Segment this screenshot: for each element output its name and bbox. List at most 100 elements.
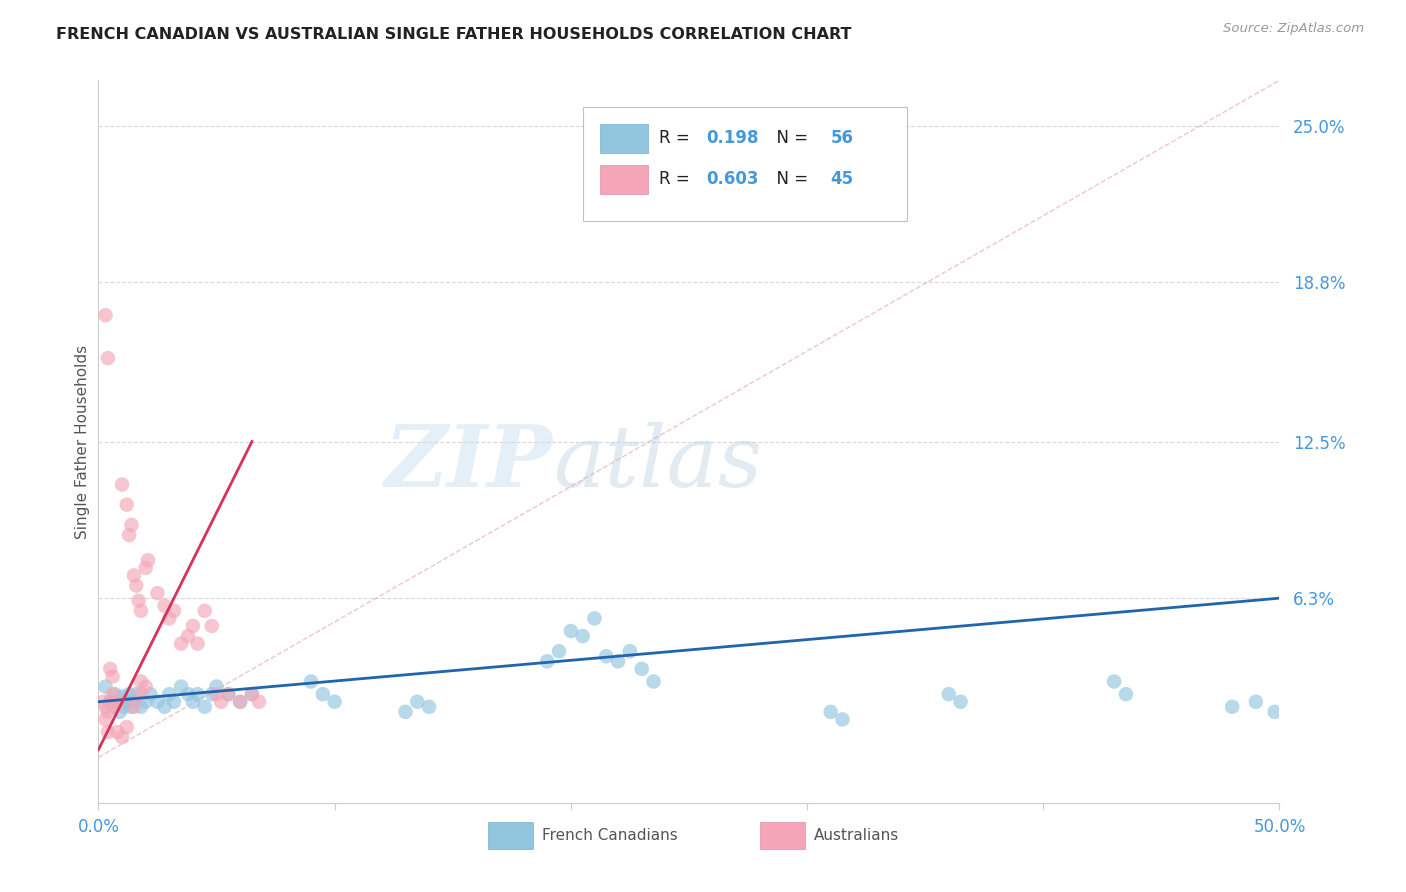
Text: 56: 56	[831, 129, 853, 147]
Point	[115, 498, 138, 512]
Bar	[488, 822, 533, 849]
Point	[1244, 695, 1267, 709]
Point	[129, 674, 152, 689]
Point	[240, 687, 263, 701]
Point	[101, 687, 124, 701]
Point	[125, 578, 148, 592]
Text: 45: 45	[831, 170, 853, 188]
Point	[98, 695, 121, 709]
Point	[94, 699, 117, 714]
Point	[170, 680, 193, 694]
Text: N =: N =	[766, 170, 813, 188]
Point	[112, 699, 135, 714]
Point	[949, 695, 972, 709]
Point	[820, 705, 842, 719]
Point	[247, 695, 270, 709]
Text: 0.603: 0.603	[707, 170, 759, 188]
Point	[121, 517, 143, 532]
Point	[125, 687, 148, 701]
Text: Source: ZipAtlas.com: Source: ZipAtlas.com	[1223, 22, 1364, 36]
Point	[115, 695, 138, 709]
Point	[105, 695, 128, 709]
Point	[217, 687, 239, 701]
Point	[118, 528, 141, 542]
Point	[121, 699, 143, 714]
Point	[97, 725, 120, 739]
Point	[118, 687, 141, 701]
Point	[229, 695, 252, 709]
Text: FRENCH CANADIAN VS AUSTRALIAN SINGLE FATHER HOUSEHOLDS CORRELATION CHART: FRENCH CANADIAN VS AUSTRALIAN SINGLE FAT…	[56, 27, 852, 42]
Point	[91, 695, 114, 709]
Point	[938, 687, 960, 701]
Point	[1264, 705, 1286, 719]
Point	[157, 611, 180, 625]
Point	[1115, 687, 1137, 701]
Text: atlas: atlas	[553, 422, 762, 505]
Point	[128, 593, 150, 607]
Point	[194, 604, 217, 618]
Point	[406, 695, 429, 709]
Bar	[600, 165, 648, 194]
Point	[129, 699, 152, 714]
Point	[98, 662, 121, 676]
Point	[217, 687, 239, 701]
Text: ZIP: ZIP	[385, 421, 553, 505]
Point	[394, 705, 416, 719]
Point	[153, 699, 176, 714]
Point	[94, 308, 117, 322]
Point	[201, 619, 224, 633]
Point	[312, 687, 335, 701]
Text: 0.198: 0.198	[707, 129, 759, 147]
Point	[97, 705, 120, 719]
Point	[139, 687, 162, 701]
Point	[205, 687, 228, 701]
Point	[101, 699, 124, 714]
FancyBboxPatch shape	[582, 107, 907, 221]
Point	[104, 699, 127, 714]
Point	[1220, 699, 1243, 714]
Y-axis label: Single Father Households: Single Father Households	[75, 344, 90, 539]
Point	[536, 654, 558, 668]
Point	[115, 720, 138, 734]
Text: 50.0%: 50.0%	[1253, 818, 1306, 836]
Point	[229, 695, 252, 709]
Point	[105, 695, 128, 709]
Point	[187, 687, 209, 701]
Point	[157, 687, 180, 701]
Point	[181, 695, 204, 709]
Point	[177, 629, 200, 643]
Point	[643, 674, 665, 689]
Bar	[600, 124, 648, 153]
Point	[98, 695, 121, 709]
Text: 0.0%: 0.0%	[77, 818, 120, 836]
Point	[177, 687, 200, 701]
Text: French Canadians: French Canadians	[543, 828, 678, 843]
Point	[101, 669, 124, 683]
Point	[122, 568, 145, 582]
Point	[560, 624, 582, 638]
Bar	[759, 822, 804, 849]
Point	[135, 680, 157, 694]
Point	[170, 637, 193, 651]
Point	[831, 713, 853, 727]
Point	[583, 611, 606, 625]
Point	[129, 604, 152, 618]
Text: Australians: Australians	[814, 828, 900, 843]
Point	[146, 586, 169, 600]
Point	[136, 553, 159, 567]
Point	[772, 174, 794, 188]
Point	[122, 695, 145, 709]
Point	[105, 725, 128, 739]
Point	[607, 654, 630, 668]
Point	[135, 695, 157, 709]
Point	[187, 637, 209, 651]
Point	[104, 687, 127, 701]
Point	[595, 649, 617, 664]
Point	[209, 695, 232, 709]
Point	[181, 619, 204, 633]
Point	[111, 690, 134, 704]
Point	[146, 695, 169, 709]
Point	[571, 629, 593, 643]
Point	[299, 674, 322, 689]
Point	[163, 695, 186, 709]
